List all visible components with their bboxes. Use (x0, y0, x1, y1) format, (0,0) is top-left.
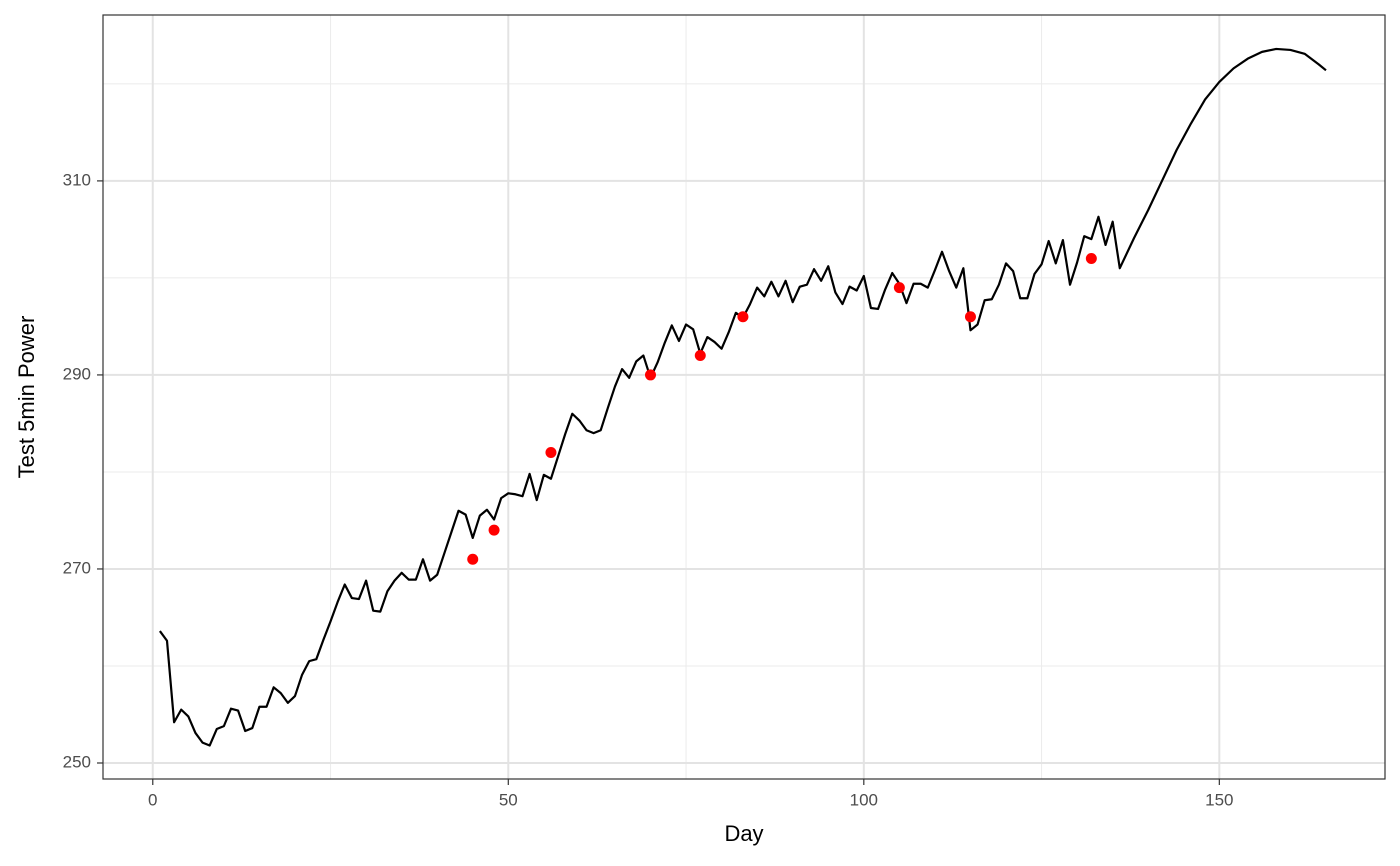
y-tick-label: 270 (63, 558, 91, 577)
x-tick-label: 50 (499, 790, 518, 809)
line (158, 47, 1327, 747)
point (1085, 253, 1097, 265)
point (488, 524, 500, 536)
point (644, 369, 656, 381)
panel-border (102, 14, 1386, 780)
point (737, 311, 749, 323)
point (893, 282, 905, 294)
y-axis-title: Test 5min Power (14, 316, 39, 479)
point (694, 350, 706, 362)
point (964, 311, 976, 323)
y-tick-label: 290 (63, 364, 91, 383)
y-tick-label: 250 (63, 752, 91, 771)
x-axis-title: Day (724, 821, 763, 846)
point (467, 553, 479, 565)
point (545, 447, 557, 459)
x-tick-label: 100 (850, 790, 878, 809)
y-tick-label: 310 (63, 170, 91, 189)
x-tick-label: 150 (1205, 790, 1233, 809)
x-tick-label: 0 (148, 790, 157, 809)
